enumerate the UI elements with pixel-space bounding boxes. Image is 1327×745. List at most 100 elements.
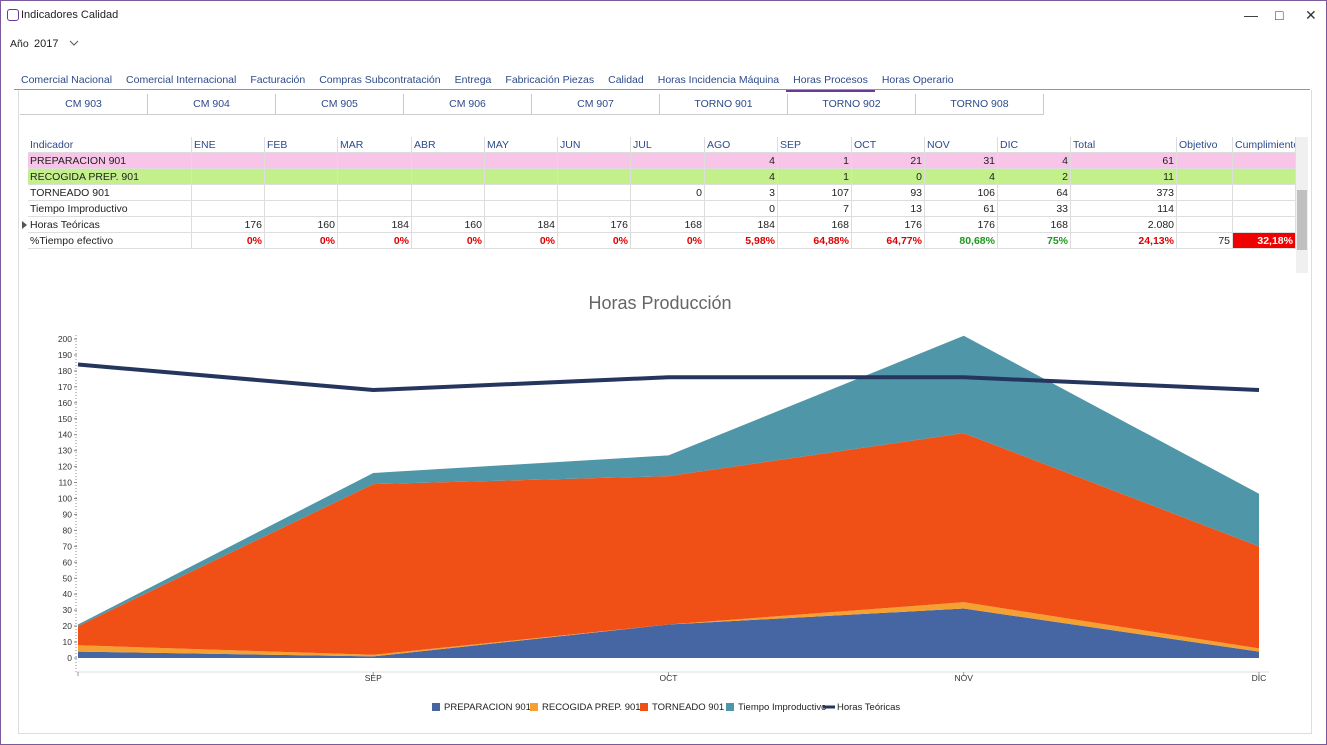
y-tick-label: 140 — [58, 430, 72, 440]
machine-tab[interactable]: CM 904 — [148, 94, 276, 115]
cell: 0% — [338, 233, 412, 249]
cell: 61 — [925, 201, 998, 217]
column-header: ABR — [412, 137, 485, 153]
row-indicator — [22, 221, 27, 229]
tab-bar: Comercial Nacional Comercial Internaciona… — [14, 74, 961, 92]
cell — [412, 169, 485, 185]
machine-tab[interactable]: CM 903 — [20, 94, 148, 115]
legend-swatch — [530, 703, 538, 711]
column-header: JUN — [558, 137, 631, 153]
cell: Tiempo Improductivo — [28, 201, 192, 217]
cell: 75 — [1177, 233, 1233, 249]
tab[interactable]: Comercial Internacional — [126, 74, 237, 86]
tab[interactable]: Fabricación Piezas — [505, 74, 595, 86]
window-title: Indicadores Calidad — [21, 9, 119, 21]
cell — [631, 153, 705, 169]
cell — [1233, 169, 1296, 185]
cell — [265, 153, 338, 169]
y-tick-label: 70 — [63, 541, 73, 551]
area — [78, 602, 1259, 657]
tab[interactable]: Horas Operario — [881, 74, 954, 86]
machine-tab[interactable]: CM 905 — [276, 94, 404, 115]
cell: 2 — [998, 169, 1071, 185]
cell — [631, 169, 705, 185]
cell: 33 — [998, 201, 1071, 217]
app-icon — [7, 9, 19, 21]
cell: 184 — [705, 217, 778, 233]
cell — [1177, 217, 1233, 233]
machine-tab[interactable]: TORNO 902 — [788, 94, 916, 115]
column-header: JUL — [631, 137, 705, 153]
column-header: MAR — [338, 137, 412, 153]
cell — [485, 185, 558, 201]
cell: 176 — [852, 217, 925, 233]
legend-swatch — [432, 703, 440, 711]
legend-swatch — [640, 703, 648, 711]
cell: 0 — [705, 201, 778, 217]
tab[interactable]: Horas Procesos — [786, 74, 875, 92]
close-button[interactable]: ✕ — [1305, 7, 1317, 23]
cell: 106 — [925, 185, 998, 201]
cell: 24,13% — [1071, 233, 1177, 249]
y-tick-label: 160 — [58, 398, 72, 408]
x-tick-label: OCT — [660, 673, 678, 683]
cell — [1177, 201, 1233, 217]
tab[interactable]: Calidad — [608, 74, 644, 86]
cell: RECOGIDA PREP. 901 — [28, 169, 192, 185]
column-header: MAY — [485, 137, 558, 153]
column-header: AGO — [705, 137, 778, 153]
y-tick-label: 120 — [58, 462, 72, 472]
y-tick-label: 190 — [58, 350, 72, 360]
machine-tab[interactable]: TORNO 908 — [916, 94, 1044, 115]
column-header: OCT — [852, 137, 925, 153]
x-tick-label: DIC — [1252, 673, 1267, 683]
cell — [412, 153, 485, 169]
title-bar: Indicadores Calidad — □ ✕ — [1, 1, 1326, 29]
cell: 2.080 — [1071, 217, 1177, 233]
cell — [1177, 169, 1233, 185]
legend-label: RECOGIDA PREP. 901 — [542, 702, 641, 713]
cell — [192, 169, 265, 185]
cell: 0% — [412, 233, 485, 249]
column-header: Cumplimiento — [1233, 137, 1296, 153]
cell: 21 — [852, 153, 925, 169]
y-tick-label: 40 — [63, 589, 73, 599]
maximize-button[interactable]: □ — [1275, 7, 1284, 23]
cell: 0% — [558, 233, 631, 249]
legend-label: Horas Teóricas — [837, 702, 900, 713]
tab[interactable]: Facturación — [250, 74, 306, 86]
cell — [192, 185, 265, 201]
machine-tab[interactable]: TORNO 901 — [660, 94, 788, 115]
tab[interactable]: Compras Subcontratación — [319, 74, 441, 86]
y-tick-label: 150 — [58, 414, 72, 424]
column-header: Indicador — [28, 137, 192, 153]
area — [78, 433, 1259, 655]
y-tick-label: 0 — [67, 653, 72, 663]
cell: 0 — [631, 185, 705, 201]
year-dropdown[interactable]: 2017 — [34, 38, 59, 50]
column-header: NOV — [925, 137, 998, 153]
machine-tab[interactable]: CM 907 — [532, 94, 660, 115]
cell — [485, 169, 558, 185]
cell — [1177, 185, 1233, 201]
cell: 0% — [192, 233, 265, 249]
cell: 64 — [998, 185, 1071, 201]
y-tick-label: 170 — [58, 382, 72, 392]
cell: %Tiempo efectivo — [28, 233, 192, 249]
tab[interactable]: Comercial Nacional — [21, 74, 113, 86]
machine-tab[interactable]: CM 906 — [404, 94, 532, 115]
y-tick-label: 80 — [63, 525, 73, 535]
x-tick-label: SEP — [365, 673, 382, 683]
panel — [18, 90, 1312, 734]
scrollbar-thumb[interactable] — [1297, 190, 1307, 250]
column-header: DIC — [998, 137, 1071, 153]
tab[interactable]: Horas Incidencia Máquina — [657, 74, 780, 86]
minimize-button[interactable]: — — [1244, 7, 1258, 23]
filter-label: Año — [10, 38, 29, 50]
cell: 4 — [705, 153, 778, 169]
legend-label: PREPARACION 901 — [444, 702, 531, 713]
tab[interactable]: Entrega — [454, 74, 492, 86]
dropdown-arrow[interactable] — [68, 38, 80, 48]
cell — [192, 201, 265, 217]
